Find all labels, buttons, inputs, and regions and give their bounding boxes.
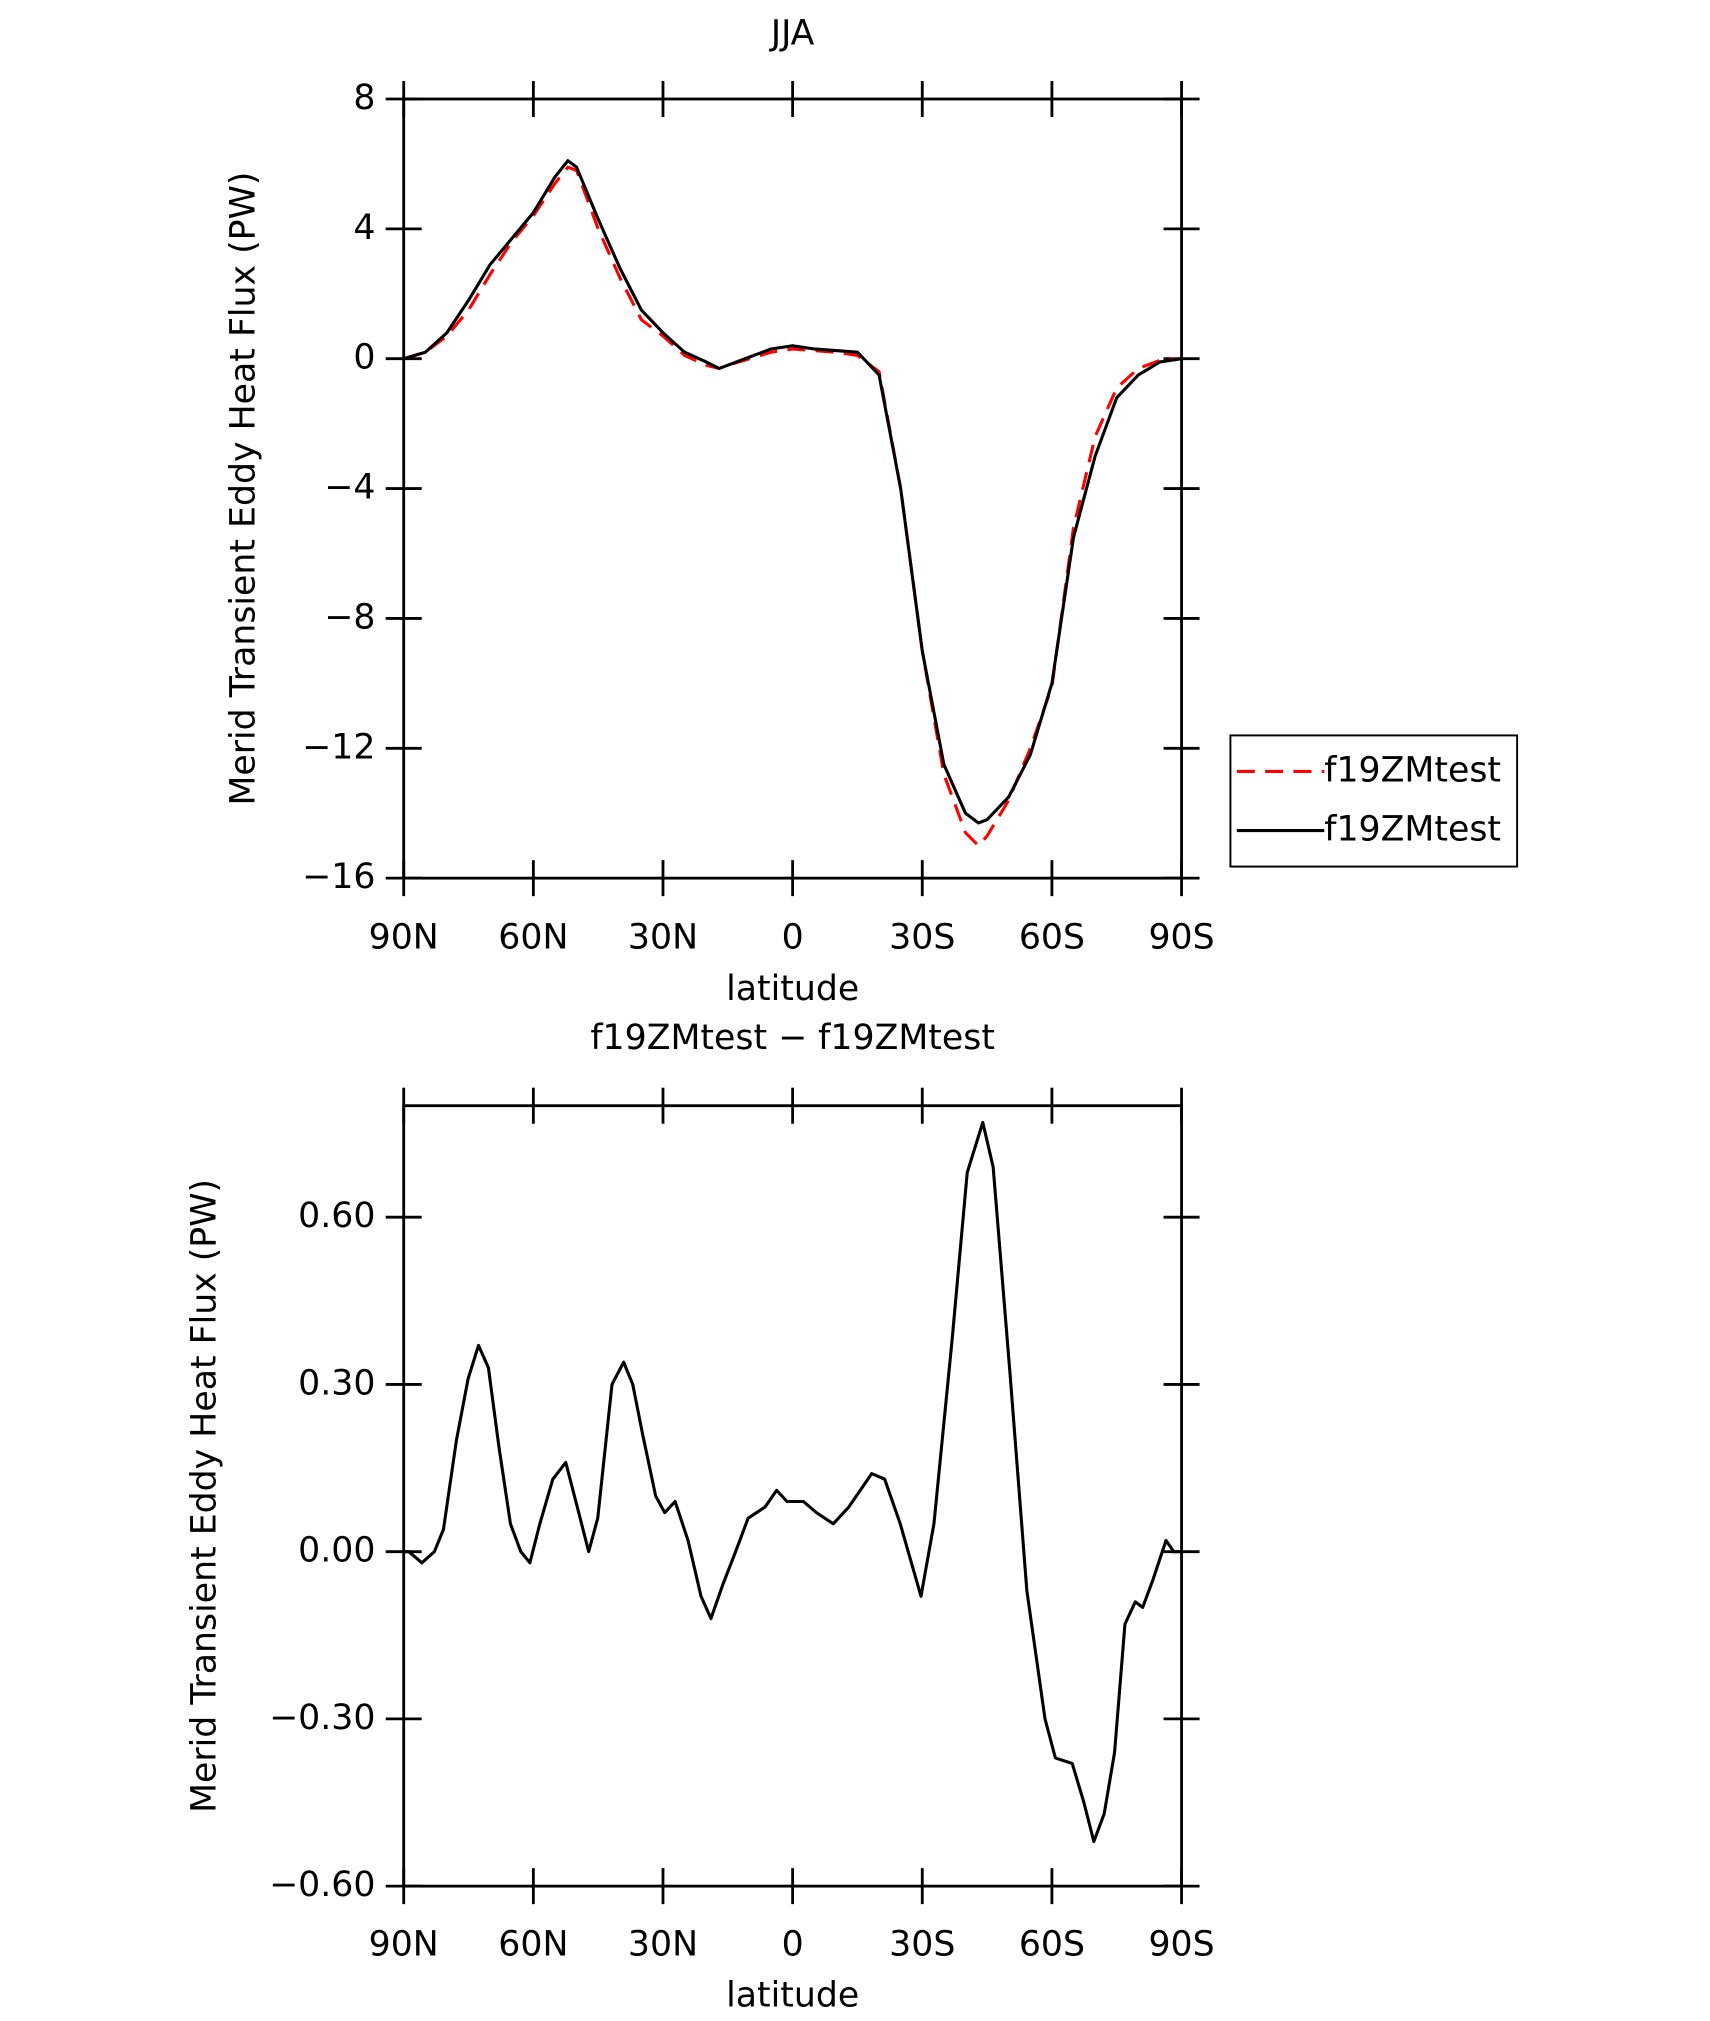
y-axis-label: Merid Transient Eddy Heat Flux (PW) [185,1179,225,1813]
y-tick-label: 8 [353,78,375,118]
figure-content: JJA Merid Transient Eddy Heat Flux (PW) la… [185,14,1519,2016]
x-tick-label: 30N [628,1924,698,1964]
x-tick-label: 0 [782,918,804,958]
legend-label: f19ZMtest [1324,750,1501,790]
x-tick-label: 30S [889,1924,955,1964]
y-tick-label: 4 [353,208,375,248]
y-tick-label: 0.60 [298,1196,375,1236]
x-tick-label: 60N [498,1924,568,1964]
x-tick-label: 60S [1019,918,1085,958]
data-line [403,1120,1182,1844]
x-tick-label: 90N [369,1924,439,1964]
y-tick-label: 0.30 [298,1363,375,1403]
x-tick-label: 30S [889,918,955,958]
plot-frame [402,97,1183,880]
x-tick-label: 90S [1148,918,1214,958]
data-line [403,165,1182,848]
chart-title: f19ZMtest − f19ZMtest [590,1018,995,1058]
y-axis-label: Merid Transient Eddy Heat Flux (PW) [223,172,263,806]
legend-box [1229,734,1519,868]
y-tick-label: −16 [302,857,375,897]
y-tick-label: −0.30 [269,1698,375,1738]
x-tick-label: 30N [628,918,698,958]
x-tick-label: 90N [369,918,439,958]
y-tick-label: −12 [302,727,375,767]
x-tick-label: 60N [498,918,568,958]
x-axis-label: latitude [726,1976,859,2016]
y-tick-label: 0.00 [298,1531,375,1571]
legend-label: f19ZMtest [1324,810,1501,850]
y-tick-label: −8 [324,597,375,637]
y-tick-label: −4 [324,468,375,508]
y-tick-label: 0 [353,338,375,378]
x-axis-label: latitude [726,969,859,1009]
x-tick-label: 60S [1019,1924,1085,1964]
plot-frame [402,1104,1183,1888]
y-tick-label: −0.60 [269,1865,375,1905]
x-tick-label: 90S [1148,1924,1214,1964]
x-tick-label: 0 [782,1924,804,1964]
chart-title: JJA [769,14,815,54]
data-line [403,159,1182,825]
